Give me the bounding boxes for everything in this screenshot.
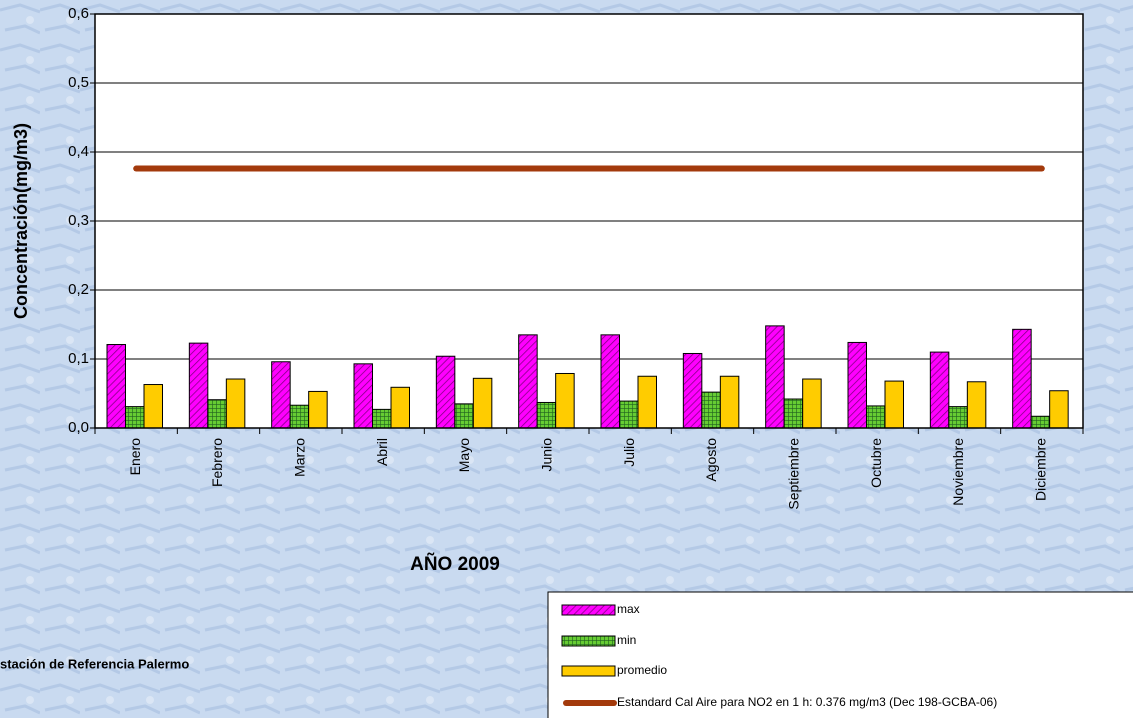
bar	[765, 325, 785, 429]
station-note: stación de Referencia Palermo	[0, 656, 189, 671]
bar	[783, 398, 804, 429]
bar	[929, 351, 950, 429]
plot-border	[94, 13, 1084, 429]
x-tick-label: Julio	[621, 438, 637, 467]
y-tick-label: 0,5	[68, 74, 89, 91]
bar	[802, 378, 822, 429]
bar	[866, 405, 886, 429]
bar	[106, 344, 126, 429]
bar	[555, 372, 575, 429]
bar	[600, 334, 620, 429]
legend-label: Estandard Cal Aire para NO2 en 1 h: 0.37…	[617, 695, 997, 709]
x-axis-title: AÑO 2009	[410, 553, 500, 575]
bar	[289, 404, 310, 429]
y-tick-label: 0,4	[68, 143, 89, 160]
bar	[390, 386, 410, 429]
x-tick-label: Agosto	[703, 438, 719, 482]
x-tick-label: Octubre	[868, 438, 884, 488]
bar	[847, 341, 867, 429]
y-tick-label: 0,2	[68, 281, 89, 298]
bar	[435, 355, 456, 429]
bar	[884, 380, 904, 429]
bar	[1012, 328, 1032, 429]
x-tick-label: Noviembre	[950, 438, 966, 506]
bar	[536, 401, 557, 429]
bar	[619, 400, 639, 429]
bar	[518, 334, 538, 429]
bar	[188, 342, 209, 429]
bar	[637, 375, 657, 429]
bar	[271, 361, 291, 429]
legend-swatch	[561, 604, 616, 616]
bar	[372, 408, 392, 429]
bar	[472, 377, 493, 429]
bar	[719, 375, 740, 429]
x-tick-label: Junio	[539, 438, 555, 472]
bar	[308, 390, 328, 429]
legend-label: promedio	[617, 663, 667, 677]
legend-label: min	[617, 633, 636, 647]
x-tick-label: Febrero	[209, 438, 225, 487]
x-tick-label: Diciembre	[1033, 438, 1049, 501]
x-tick-label: Abril	[374, 438, 390, 466]
bar	[225, 378, 246, 429]
y-axis-title: Concentración(mg/m3)	[11, 123, 31, 319]
x-tick-label: Enero	[127, 438, 143, 476]
bar	[682, 352, 703, 429]
legend-swatch	[561, 635, 616, 647]
y-tick-label: 0,1	[68, 350, 89, 367]
legend-label: max	[617, 602, 640, 616]
bar	[948, 406, 968, 429]
bar	[966, 381, 987, 429]
y-tick-label: 0,6	[68, 5, 89, 22]
bar	[353, 363, 373, 429]
bar	[125, 406, 145, 429]
y-tick-label: 0,0	[68, 419, 89, 436]
bar	[701, 391, 721, 429]
x-tick-label: Septiembre	[786, 438, 802, 510]
bar	[207, 399, 227, 429]
bar	[1030, 415, 1051, 429]
y-tick-label: 0,3	[68, 212, 89, 229]
x-tick-label: Mayo	[456, 438, 472, 472]
legend	[547, 591, 1133, 718]
x-tick-label: Marzo	[292, 438, 308, 477]
bar	[1049, 390, 1069, 429]
bar	[143, 384, 163, 429]
bar	[454, 403, 474, 429]
legend-swatch	[561, 665, 616, 677]
